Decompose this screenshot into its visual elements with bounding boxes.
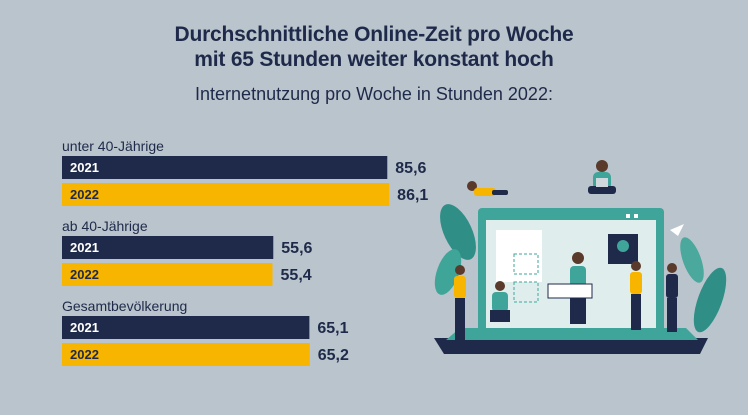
chart-title: Durchschnittliche Online-Zeit pro Woche … [0,22,748,72]
value-label-0-2021: 85,6 [395,160,426,177]
laptop-illustration [434,160,727,354]
person-right-icon [630,261,678,332]
person-flying-icon [467,181,508,196]
person-center-icon [547,252,593,324]
bar-2-2022 [62,343,310,366]
group-label-1: ab 40-Jährige [62,218,148,234]
person-sitting-icon [588,160,616,194]
bar-series-label-1-2021: 2021 [70,240,99,255]
value-label-2-2022: 65,2 [318,347,349,364]
bar-0-2021 [62,156,388,179]
person-kneeling-icon [490,281,510,322]
bar-series-label-2-2021: 2021 [70,320,99,335]
bar-1-2022 [62,263,273,286]
person-standing-left-icon [454,265,466,340]
bar-series-label-2-2022: 2022 [70,347,99,362]
group-label-2: Gesamtbevölkerung [62,298,187,314]
title-line-1: Durchschnittliche Online-Zeit pro Woche [174,23,574,46]
group-label-0: unter 40-Jährige [62,138,164,154]
value-label-1-2021: 55,6 [281,240,312,257]
value-label-0-2022: 86,1 [397,187,428,204]
bar-0-2022 [62,183,390,206]
paper-plane-icon [670,224,684,236]
chart-subtitle: Internetnutzung pro Woche in Stunden 202… [195,84,553,104]
bar-2-2021 [62,316,310,339]
title-line-2: mit 65 Stunden weiter konstant hoch [194,48,554,71]
leaf-right-icon [680,237,727,333]
value-label-2-2021: 65,1 [317,320,348,337]
laptop-base-icon [434,328,708,354]
bar-series-label-0-2021: 2021 [70,160,99,175]
bar-1-2021 [62,236,274,259]
value-label-1-2022: 55,4 [281,267,312,284]
bar-series-label-0-2022: 2022 [70,187,99,202]
bar-series-label-1-2022: 2022 [70,267,99,282]
